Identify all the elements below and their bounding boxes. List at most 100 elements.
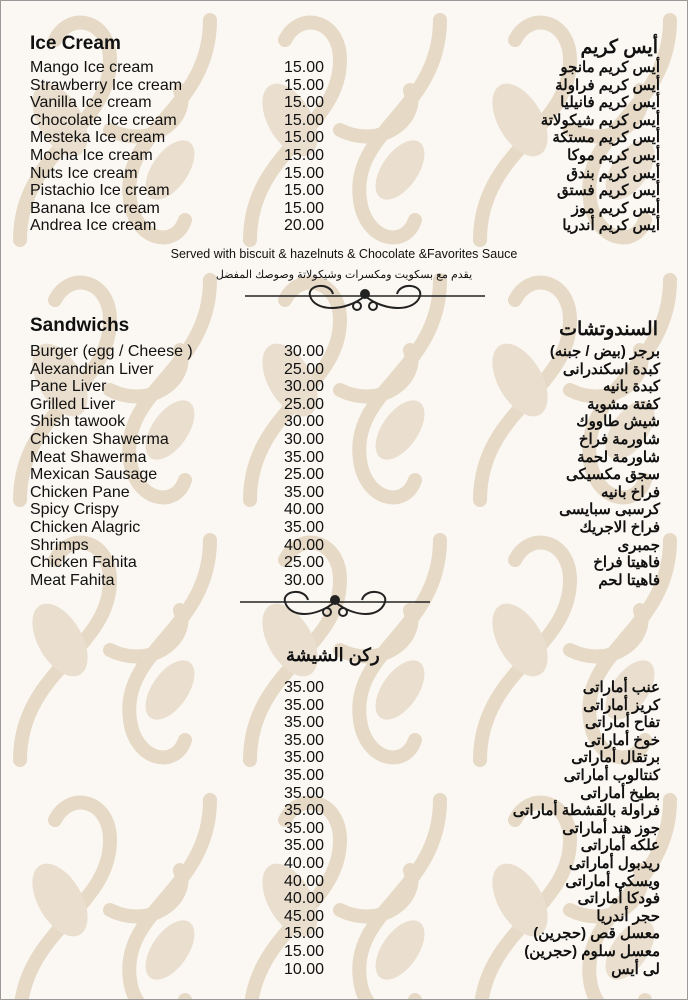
item-name-ar: أيس كريم مانجو bbox=[560, 59, 660, 76]
item-price: 35.00 bbox=[284, 519, 325, 536]
item-price: 30.00 bbox=[284, 431, 325, 448]
item-name-en: Chicken Pane bbox=[30, 483, 130, 501]
item-price: 15.00 bbox=[284, 129, 325, 147]
item-name-ar: تفاح أماراتى bbox=[584, 714, 660, 732]
menu-item: Mocha Ice cream 15.00 أيس كريم موكا bbox=[0, 147, 688, 165]
item-name-ar: ريدبول أماراتى bbox=[568, 855, 660, 872]
item-name-ar: كفتة مشوية bbox=[587, 395, 660, 413]
sandwiches-title-ar: السندوتشات bbox=[559, 319, 658, 340]
item-name-en: Mocha Ice cream bbox=[30, 147, 153, 164]
item-name-en: Banana Ice cream bbox=[30, 199, 160, 217]
item-name-ar: أيس كريم موكا bbox=[567, 147, 660, 164]
item-price: 30.00 bbox=[284, 571, 325, 589]
item-name-ar: أيس كريم فانيليا bbox=[560, 94, 660, 112]
item-price: 35.00 bbox=[284, 696, 325, 714]
item-name-ar: أيس كريم شيكولاتة bbox=[540, 111, 660, 129]
item-price: 35.00 bbox=[284, 767, 325, 784]
menu-item: 35.00 جوز هند أماراتى bbox=[0, 820, 688, 838]
menu-item: Meat Shawerma 35.00 شاورمة لحمة bbox=[0, 449, 688, 467]
menu-item: Strawberry Ice cream 15.00 أيس كريم فراولة bbox=[0, 77, 688, 95]
item-name-en: Chicken Fahita bbox=[30, 554, 137, 572]
item-price: 15.00 bbox=[284, 182, 325, 200]
item-name-en: Strawberry Ice cream bbox=[30, 76, 183, 94]
item-price: 35.00 bbox=[284, 819, 325, 837]
item-price: 15.00 bbox=[284, 111, 325, 129]
menu-item: Burger (egg / Cheese ) 30.00 برجر (بيض / ج… bbox=[0, 343, 688, 361]
item-name-en: Meat Shawerma bbox=[30, 448, 147, 466]
item-name-ar: أيس كريم فراولة bbox=[555, 76, 660, 94]
item-price: 35.00 bbox=[284, 714, 325, 732]
item-name-ar: فراخ بانيه bbox=[601, 483, 660, 501]
divider-ornament bbox=[240, 591, 430, 617]
item-price: 15.00 bbox=[284, 925, 325, 943]
item-name-ar: شاورمة فراخ bbox=[578, 431, 660, 448]
item-price: 25.00 bbox=[284, 554, 325, 572]
item-name-ar: أيس كريم أندريا bbox=[562, 217, 660, 235]
item-name-en: Grilled Liver bbox=[30, 395, 116, 413]
item-name-ar: برجر (بيض / جبنه) bbox=[549, 343, 660, 360]
item-price: 30.00 bbox=[284, 343, 325, 360]
item-name-ar: حجر أندريا bbox=[596, 907, 660, 925]
item-name-ar: أيس كريم مستكة bbox=[552, 129, 660, 147]
menu-item: 35.00 تفاح أماراتى bbox=[0, 714, 688, 732]
item-name-ar: شيش طاووك bbox=[576, 413, 660, 431]
ice-cream-title-en: Ice Cream bbox=[30, 33, 121, 54]
item-name-en: Pistachio Ice cream bbox=[30, 182, 170, 200]
menu-item: Nuts Ice cream 15.00 أيس كريم بندق bbox=[0, 165, 688, 183]
item-price: 30.00 bbox=[284, 378, 325, 396]
item-name-ar: فراخ الاجريك bbox=[579, 519, 660, 536]
item-name-ar: ويسكى أماراتى bbox=[565, 872, 660, 890]
item-name-ar: لى أيس bbox=[611, 960, 660, 978]
item-name-en: Meat Fahita bbox=[30, 571, 115, 589]
item-price: 30.00 bbox=[284, 413, 325, 431]
menu-item: Vanilla Ice cream 15.00 أيس كريم فانيليا bbox=[0, 94, 688, 112]
menu-item: 40.00 ريدبول أماراتى bbox=[0, 855, 688, 873]
item-price: 40.00 bbox=[284, 872, 325, 890]
item-name-ar: كنتالوب أماراتى bbox=[563, 767, 660, 784]
item-name-ar: كبدة اسكندرانى bbox=[562, 360, 660, 378]
item-name-ar: جمبرى bbox=[617, 536, 661, 554]
item-name-en: Nuts Ice cream bbox=[30, 164, 138, 182]
item-name-ar: جوز هند أماراتى bbox=[562, 819, 660, 837]
menu-item: Pane Liver 30.00 كبدة بانيه bbox=[0, 378, 688, 396]
item-name-en: Mango Ice cream bbox=[30, 59, 154, 76]
item-price: 35.00 bbox=[284, 837, 325, 855]
item-price: 25.00 bbox=[284, 466, 325, 484]
item-price: 35.00 bbox=[284, 448, 325, 466]
sandwiches-title-en: Sandwichs bbox=[30, 315, 130, 336]
item-price: 35.00 bbox=[284, 802, 325, 820]
menu-item: Spicy Crispy 40.00 كرسبى سبايسى bbox=[0, 501, 688, 519]
menu-item: Shish tawook 30.00 شيش طاووك bbox=[0, 413, 688, 431]
menu-item: 15.00 معسل قص (حجرين) bbox=[0, 925, 688, 943]
item-price: 15.00 bbox=[284, 147, 325, 164]
item-price: 15.00 bbox=[284, 164, 325, 182]
item-price: 20.00 bbox=[284, 217, 325, 235]
item-name-ar: أيس كريم بندق bbox=[566, 164, 660, 182]
menu-item: Grilled Liver 25.00 كفتة مشوية bbox=[0, 396, 688, 414]
item-name-en: Mesteka Ice cream bbox=[30, 129, 166, 147]
menu-item: 45.00 حجر أندريا bbox=[0, 908, 688, 926]
item-name-ar: خوخ أماراتى bbox=[584, 731, 660, 749]
item-name-ar: عنب أماراتى bbox=[582, 679, 660, 696]
item-price: 25.00 bbox=[284, 360, 325, 378]
item-price: 35.00 bbox=[284, 731, 325, 749]
item-price: 40.00 bbox=[284, 501, 325, 519]
item-price: 35.00 bbox=[284, 679, 325, 696]
item-price: 15.00 bbox=[284, 943, 325, 960]
item-name-ar: علكه أماراتى bbox=[580, 837, 660, 855]
item-name-en: Spicy Crispy bbox=[30, 501, 119, 519]
item-price: 35.00 bbox=[284, 784, 325, 802]
item-price: 15.00 bbox=[284, 59, 325, 76]
menu-item: Meat Fahita 30.00 فاهيتا لحم bbox=[0, 572, 688, 590]
item-name-en: Chicken Shawerma bbox=[30, 431, 169, 448]
ice-cream-note-en: Served with biscuit & hazelnuts & Chocol… bbox=[170, 247, 518, 261]
item-price: 15.00 bbox=[284, 199, 325, 217]
menu-item: Andrea Ice cream 20.00 أيس كريم أندريا bbox=[0, 217, 688, 235]
item-price: 15.00 bbox=[284, 76, 325, 94]
ice-cream-title-ar: أيس كريم bbox=[580, 37, 658, 58]
item-name-en: Andrea Ice cream bbox=[30, 217, 157, 235]
item-name-en: Burger (egg / Cheese ) bbox=[30, 343, 193, 360]
shisha-title-ar: ركن الشيشة bbox=[286, 645, 380, 665]
item-price: 40.00 bbox=[284, 855, 325, 872]
item-name-ar: فاهيتا فراخ bbox=[593, 554, 660, 572]
